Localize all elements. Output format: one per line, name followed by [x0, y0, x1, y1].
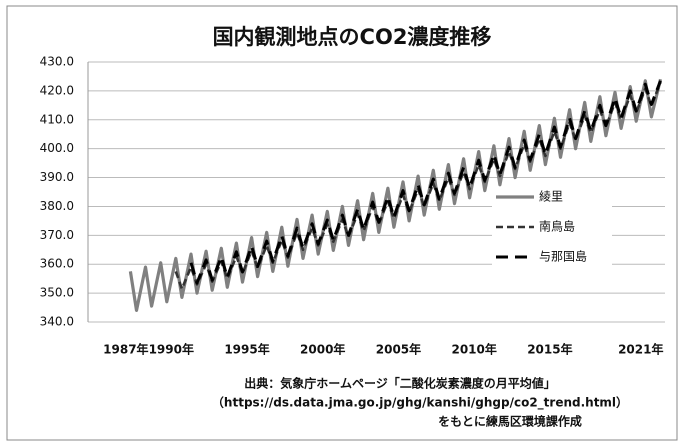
legend-bg [492, 247, 612, 267]
y-tick-label: 420.0 [40, 83, 74, 97]
x-tick-label: 1987年 [103, 342, 148, 357]
y-tick-label: 380.0 [40, 199, 74, 213]
x-tick-label: 2005年 [376, 342, 421, 357]
y-tick-label: 430.0 [40, 55, 74, 69]
y-tick-label: 340.0 [40, 315, 74, 329]
x-tick-label: 2021年 [618, 342, 663, 357]
legend-bg [492, 187, 612, 207]
y-tick-label: 390.0 [40, 170, 74, 184]
legend-bg [492, 217, 612, 237]
x-tick-label: 2015年 [527, 342, 572, 357]
source-line: （https://ds.data.jma.go.jp/ghg/kanshi/gh… [212, 395, 628, 411]
y-tick-label: 350.0 [40, 286, 74, 300]
chart-title: 国内観測地点のCO2濃度推移 [213, 25, 492, 49]
x-tick-label: 1990年 [149, 342, 194, 357]
y-tick-label: 370.0 [40, 228, 74, 242]
source-line: をもとに練馬区環境課作成 [438, 414, 582, 429]
legend-label: 南鳥島 [539, 219, 575, 234]
data-line [189, 80, 662, 285]
x-tick-label: 2000年 [300, 342, 345, 357]
y-tick-label: 360.0 [40, 257, 74, 271]
y-tick-label: 410.0 [40, 112, 74, 126]
x-tick-label: 2010年 [451, 342, 496, 357]
source-line: 出典：気象庁ホームページ「二酸化炭素濃度の月平均値」 [244, 376, 555, 391]
legend-label: 綾里 [539, 189, 563, 204]
legend-label: 与那国島 [539, 249, 587, 264]
y-tick-label: 400.0 [40, 141, 74, 155]
x-tick-label: 1995年 [224, 342, 269, 357]
